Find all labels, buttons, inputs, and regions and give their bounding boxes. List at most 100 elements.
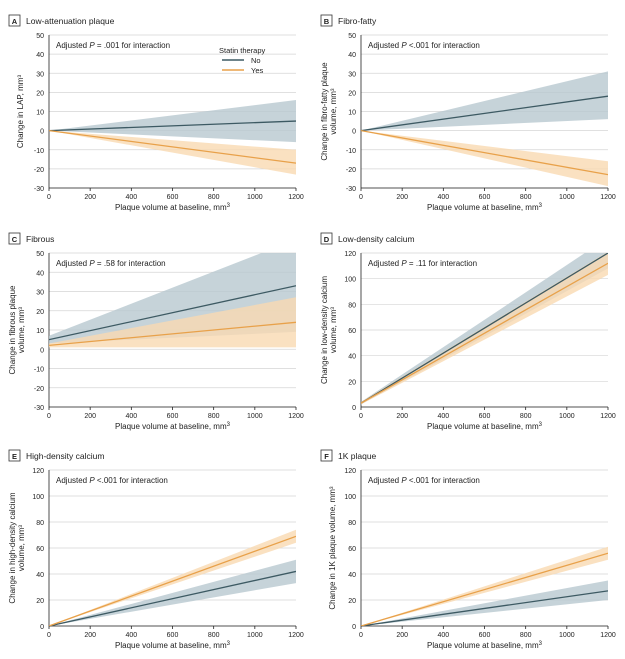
panel-letter-box	[320, 14, 333, 27]
annotation-prefix: Adjusted	[56, 41, 89, 50]
y-axis-label: Change in high-density calcium	[8, 492, 17, 604]
series-line-yes	[49, 321, 296, 347]
x-axis-label: Plaque volume at baseline, mm3	[115, 203, 231, 212]
x-axis-label-sup: 3	[227, 203, 231, 209]
y-axis-label: Change in 1K plaque volume, mm³	[328, 486, 337, 610]
y-tick-label: 20	[36, 598, 44, 605]
x-tick-label: 0	[47, 194, 51, 201]
x-tick-label: 1000	[247, 632, 263, 639]
panel-letter-box	[320, 449, 333, 462]
y-axis-label: volume, mm³	[329, 88, 338, 135]
x-tick-label: 1200	[600, 413, 616, 420]
annotation-suffix: <.001 for interaction	[407, 41, 480, 50]
y-tick-label: 20	[36, 309, 44, 316]
x-tick-label: 400	[437, 413, 449, 420]
series-line-no	[49, 120, 296, 132]
y-tick-label: 40	[348, 572, 356, 579]
y-axis-label: volume, mm³	[329, 307, 338, 354]
y-tick-label: 0	[352, 624, 356, 631]
series-line-no	[361, 95, 608, 132]
x-tick-label: 0	[47, 413, 51, 420]
y-tick-label: 0	[40, 624, 44, 631]
y-tick-label: 0	[40, 347, 44, 354]
annotation-p: P	[89, 41, 95, 50]
annotation-p: P	[89, 259, 95, 268]
annotation-suffix: = .11 for interaction	[407, 259, 477, 268]
y-axis-label: volume, mm³	[17, 525, 26, 572]
annotation-suffix: = .58 for interaction	[95, 259, 166, 268]
y-tick-label: 50	[36, 251, 44, 258]
y-tick-label: 10	[36, 328, 44, 335]
x-tick-label: 1000	[559, 632, 575, 639]
x-axis-label-sup: 3	[227, 422, 231, 428]
y-tick-label: -30	[34, 405, 44, 412]
x-axis-label: Plaque volume at baseline, mm3	[115, 641, 231, 650]
y-tick-label: 20	[348, 90, 356, 97]
confidence-band-yes	[49, 529, 296, 626]
x-axis-label-sup: 3	[539, 641, 543, 647]
y-tick-label: -20	[346, 167, 356, 174]
x-tick-label: 800	[520, 194, 532, 201]
x-tick-label: 200	[84, 413, 96, 420]
annotation-prefix: Adjusted	[56, 476, 89, 485]
x-tick-label: 200	[396, 194, 408, 201]
y-tick-label: 10	[36, 110, 44, 117]
x-tick-label: 800	[520, 632, 532, 639]
x-tick-label: 1200	[600, 194, 616, 201]
panel-letter: A	[12, 17, 18, 26]
panel-letter: D	[324, 235, 330, 244]
y-tick-label: 100	[344, 494, 356, 501]
panel-letter: F	[324, 452, 329, 461]
y-tick-label: -10	[346, 148, 356, 155]
x-tick-label: 1200	[288, 194, 304, 201]
y-tick-label: 30	[348, 71, 356, 78]
x-tick-label: 600	[167, 413, 179, 420]
y-tick-label: 20	[348, 379, 356, 386]
confidence-band-no	[49, 559, 296, 626]
annotation-suffix: <.001 for interaction	[407, 476, 480, 485]
x-tick-label: 600	[167, 632, 179, 639]
y-tick-label: 50	[348, 33, 356, 40]
x-tick-label: 0	[359, 632, 363, 639]
y-tick-label: 120	[344, 251, 356, 258]
y-tick-label: 60	[348, 546, 356, 553]
y-axis-label: Change in fibro-fatty plaque	[320, 62, 329, 161]
y-tick-label: 0	[352, 405, 356, 412]
y-tick-label: 20	[36, 90, 44, 97]
x-axis-label: Plaque volume at baseline, mm3	[427, 203, 543, 212]
y-axis-label: volume, mm³	[17, 307, 26, 354]
confidence-band-yes	[361, 130, 608, 187]
x-tick-label: 400	[437, 632, 449, 639]
x-tick-label: 0	[359, 194, 363, 201]
y-tick-label: 80	[348, 520, 356, 527]
confidence-band-no	[361, 71, 608, 131]
x-tick-label: 1000	[559, 413, 575, 420]
panel-letter-box	[8, 14, 21, 27]
y-tick-label: 0	[352, 129, 356, 136]
series-line-yes	[361, 262, 608, 404]
annotation-prefix: Adjusted	[368, 476, 401, 485]
p-value-annotation: Adjusted P = .001 for interaction	[56, 41, 170, 50]
x-tick-label: 800	[520, 413, 532, 420]
annotation-prefix: Adjusted	[368, 259, 401, 268]
panel-letter: B	[324, 17, 330, 26]
panel-a: A Low-attenuation plaque50403020100-10-20…	[8, 14, 304, 212]
legend-title: Statin therapy	[219, 46, 266, 55]
x-tick-label: 600	[479, 194, 491, 201]
series-line-no	[49, 285, 296, 341]
x-tick-label: 400	[125, 194, 137, 201]
x-tick-label: 1000	[247, 413, 263, 420]
x-tick-label: 600	[167, 194, 179, 201]
p-value-annotation: Adjusted P <.001 for interaction	[368, 476, 480, 485]
y-tick-label: -30	[346, 186, 356, 193]
panel-letter-box	[8, 449, 21, 462]
y-tick-label: 100	[344, 277, 356, 284]
y-tick-label: 100	[32, 494, 44, 501]
x-tick-label: 0	[47, 632, 51, 639]
x-tick-label: 800	[208, 194, 220, 201]
confidence-band-no	[361, 580, 608, 626]
x-axis-label-sup: 3	[539, 422, 543, 428]
